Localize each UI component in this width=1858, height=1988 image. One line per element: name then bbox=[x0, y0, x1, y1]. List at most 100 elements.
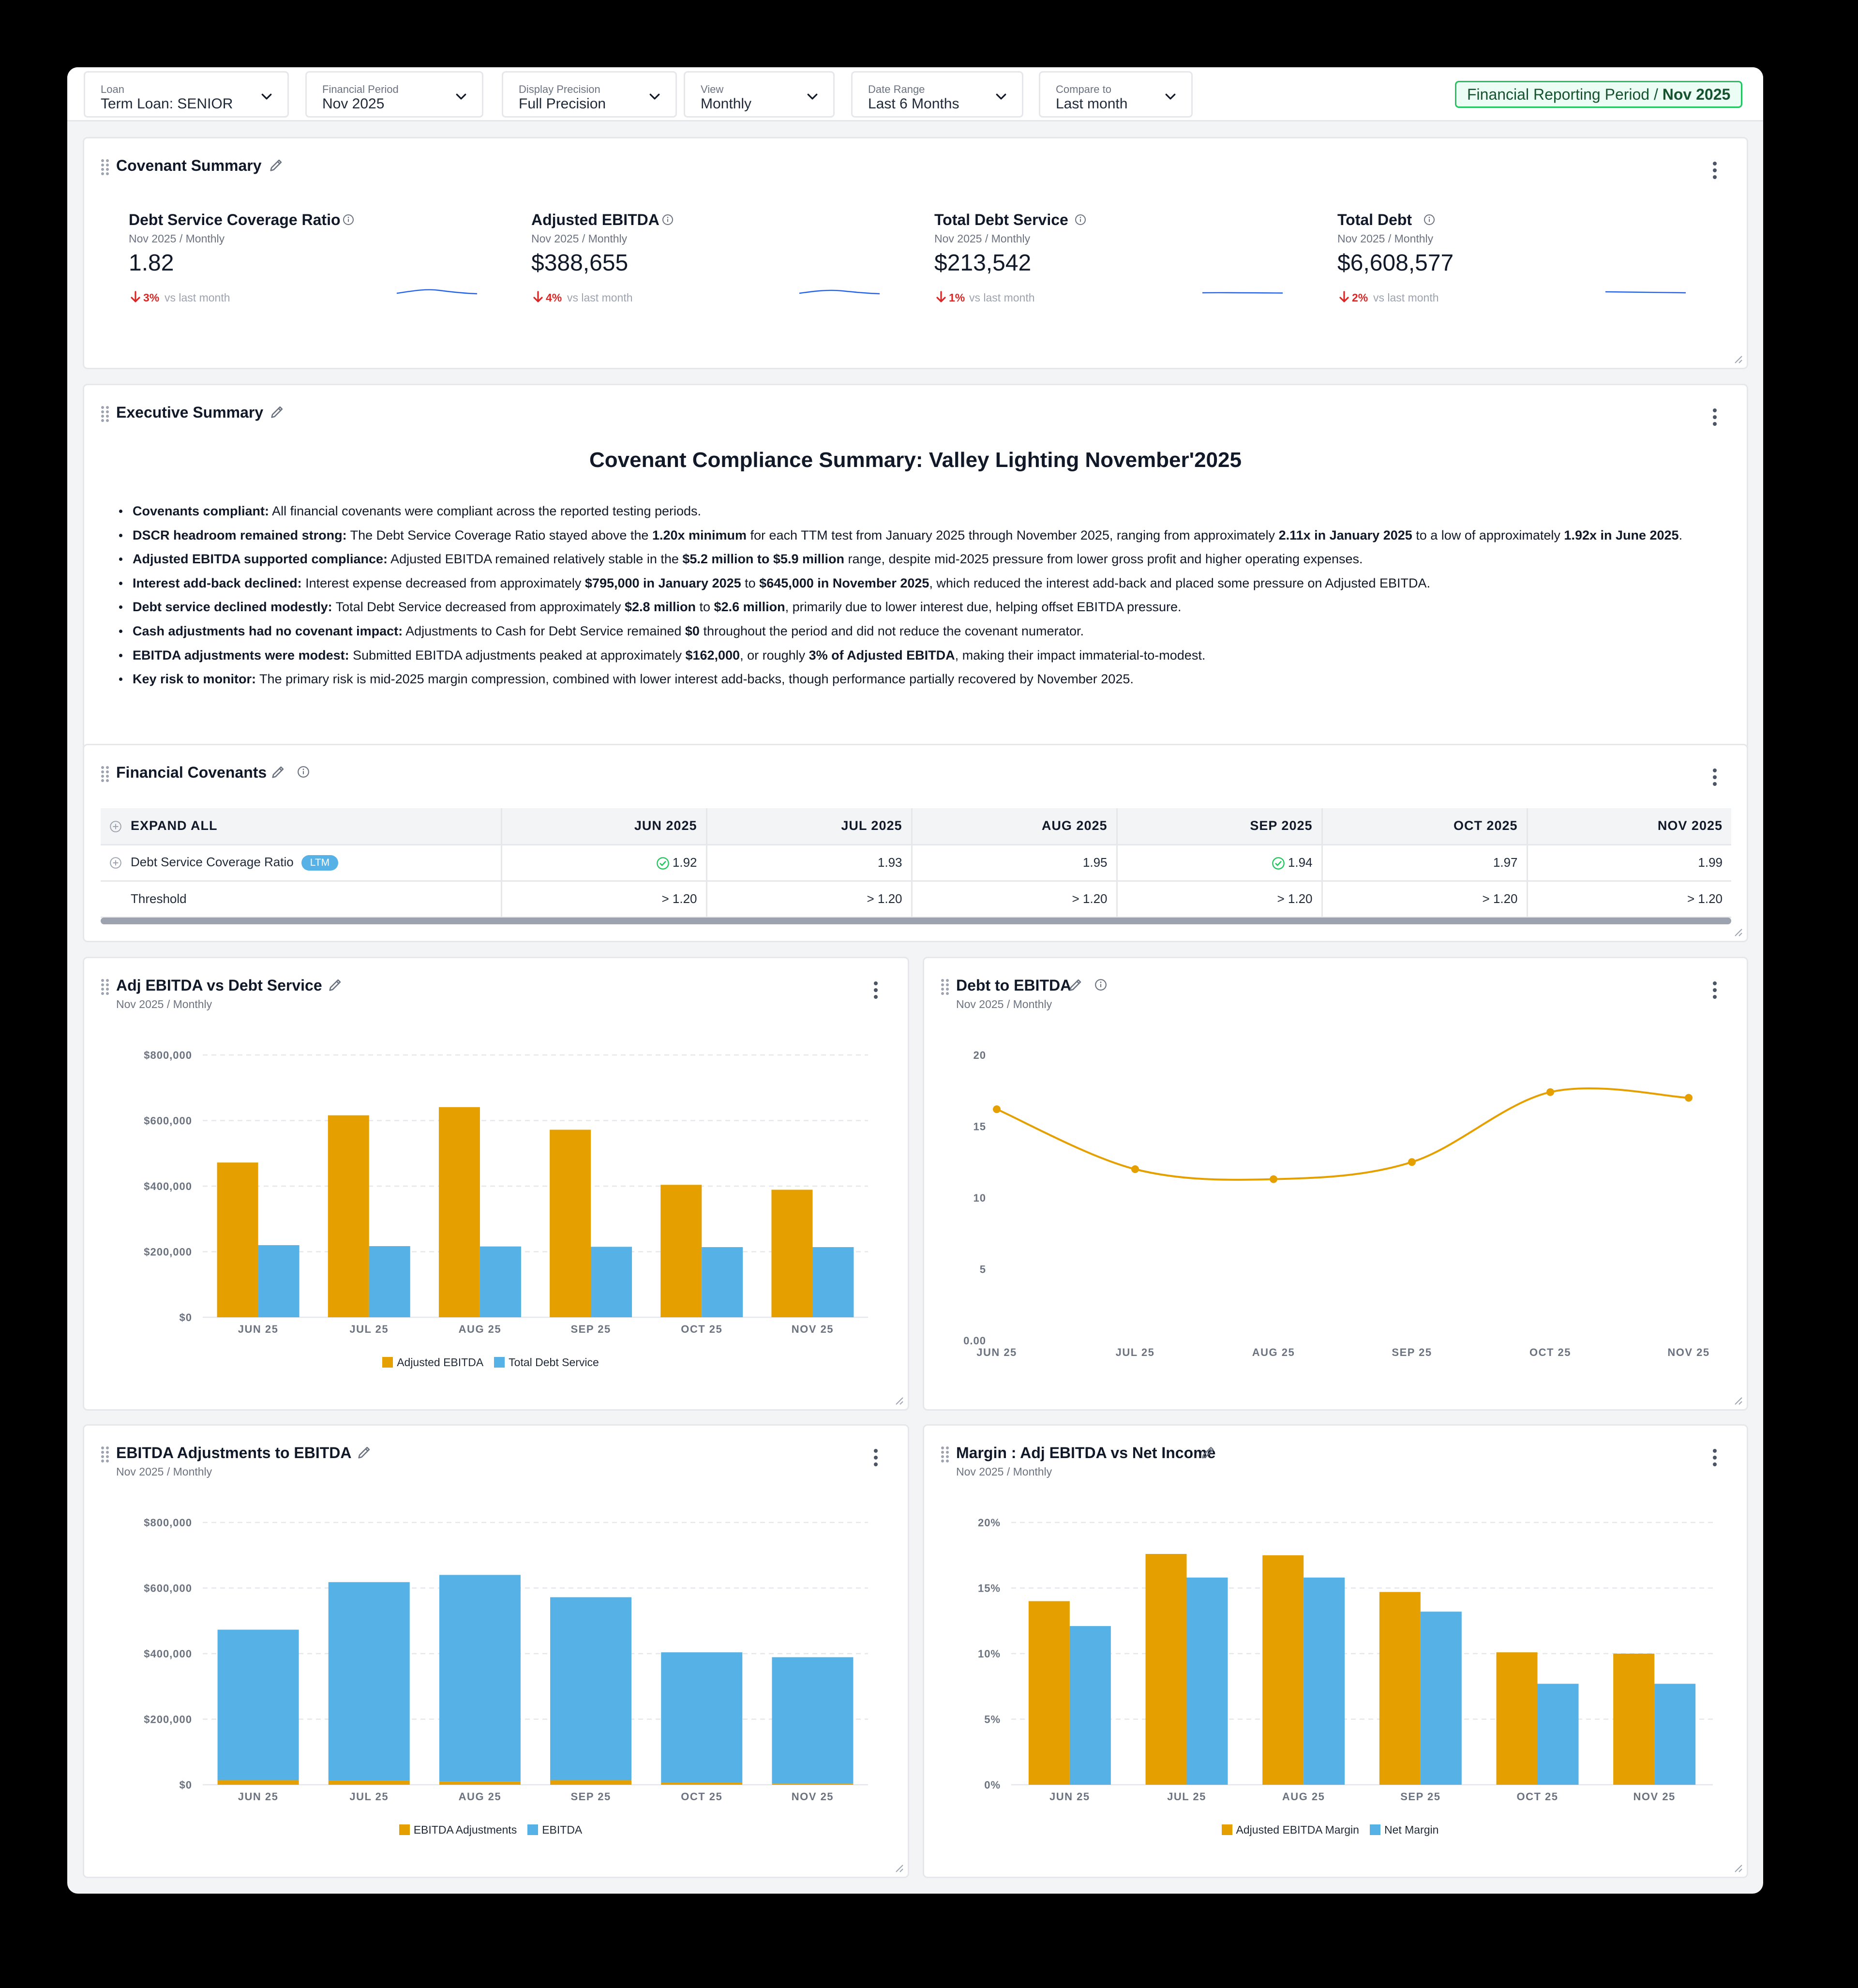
chevron-down-icon bbox=[1165, 93, 1176, 100]
row-label-cell[interactable]: Debt Service Coverage Ratio LTM bbox=[101, 844, 502, 882]
horizontal-scrollbar[interactable] bbox=[101, 918, 1731, 924]
cell-value: 1.94 bbox=[1288, 855, 1313, 870]
panel-subtitle: Nov 2025 / Monthly bbox=[956, 1465, 1052, 1478]
bullet-bold-text: $645,000 in November 2025 bbox=[759, 575, 929, 590]
arrow-down-icon bbox=[533, 291, 543, 302]
metric-name: Total Debt Service bbox=[934, 211, 1068, 228]
bar bbox=[369, 1246, 410, 1317]
bullet-text: for each TTM test from January 2025 thro… bbox=[747, 527, 1279, 542]
column-header[interactable]: NOV 2025 bbox=[1527, 808, 1731, 845]
column-header[interactable]: AUG 2025 bbox=[912, 808, 1118, 845]
x-tick-label: AUG 25 bbox=[1282, 1791, 1325, 1803]
legend-item[interactable]: EBITDA Adjustments bbox=[399, 1823, 517, 1836]
more-menu-icon[interactable] bbox=[873, 980, 879, 1000]
bar bbox=[1262, 1555, 1304, 1785]
edit-pencil-icon[interactable] bbox=[270, 764, 286, 780]
resize-handle-icon[interactable] bbox=[1731, 1861, 1743, 1873]
legend-item[interactable]: Total Debt Service bbox=[494, 1356, 599, 1369]
x-tick-label: OCT 25 bbox=[1516, 1791, 1558, 1803]
edit-pencil-icon[interactable] bbox=[268, 157, 285, 173]
resize-handle-icon[interactable] bbox=[892, 1861, 904, 1873]
table-cell: 1.93 bbox=[706, 844, 913, 882]
info-icon[interactable] bbox=[1075, 214, 1086, 226]
legend-swatch bbox=[1221, 1824, 1232, 1835]
financial-period-select[interactable]: Financial Period Nov 2025 bbox=[305, 71, 483, 118]
metric-card-dscr: Debt Service Coverage Ratio Nov 2025 / M… bbox=[129, 211, 516, 337]
drag-handle-icon[interactable] bbox=[941, 1446, 949, 1462]
edit-pencil-icon[interactable] bbox=[1200, 1444, 1216, 1461]
edit-pencil-icon[interactable] bbox=[1067, 977, 1084, 993]
date-range-select[interactable]: Date Range Last 6 Months bbox=[851, 71, 1023, 118]
column-header[interactable]: JUN 2025 bbox=[501, 808, 707, 845]
more-menu-icon[interactable] bbox=[1712, 161, 1718, 180]
y-tick-label: 5 bbox=[980, 1264, 986, 1276]
plus-circle-icon[interactable] bbox=[109, 857, 122, 869]
info-icon[interactable] bbox=[1094, 979, 1107, 991]
drag-handle-icon[interactable] bbox=[101, 159, 109, 175]
dashboard-window: Loan Term Loan: SENIOR Financial Period … bbox=[67, 67, 1763, 1894]
legend-item[interactable]: Adjusted EBITDA bbox=[382, 1356, 483, 1369]
panel-subtitle: Nov 2025 / Monthly bbox=[116, 1465, 212, 1478]
more-menu-icon[interactable] bbox=[1712, 407, 1718, 427]
drag-handle-icon[interactable] bbox=[101, 979, 109, 995]
table-cell: > 1.20 bbox=[1117, 881, 1323, 918]
edit-pencil-icon[interactable] bbox=[356, 1444, 373, 1461]
bar bbox=[439, 1781, 521, 1785]
drag-handle-icon[interactable] bbox=[941, 979, 949, 995]
expand-all-label: EXPAND ALL bbox=[131, 818, 218, 833]
summary-bullet: Covenants compliant: All financial coven… bbox=[119, 499, 1759, 524]
bar bbox=[1145, 1554, 1187, 1785]
resize-handle-icon[interactable] bbox=[1731, 1394, 1743, 1405]
more-menu-icon[interactable] bbox=[873, 1448, 879, 1467]
drag-handle-icon[interactable] bbox=[101, 406, 109, 422]
compare-to-select[interactable]: Compare to Last month bbox=[1039, 71, 1193, 118]
column-header[interactable]: SEP 2025 bbox=[1117, 808, 1323, 845]
panel-title: Adj EBITDA vs Debt Service bbox=[116, 977, 322, 994]
chevron-down-icon bbox=[261, 93, 272, 100]
display-precision-select[interactable]: Display Precision Full Precision bbox=[502, 71, 677, 118]
more-menu-icon[interactable] bbox=[1712, 1448, 1718, 1467]
info-icon[interactable] bbox=[662, 214, 674, 226]
summary-bullet: Debt service declined modestly: Total De… bbox=[119, 595, 1759, 619]
info-icon[interactable] bbox=[343, 214, 354, 226]
legend-item[interactable]: Adjusted EBITDA Margin bbox=[1221, 1823, 1359, 1836]
more-menu-icon[interactable] bbox=[1712, 980, 1718, 1000]
resize-handle-icon[interactable] bbox=[892, 1394, 904, 1405]
drag-handle-icon[interactable] bbox=[101, 766, 109, 782]
resize-handle-icon[interactable] bbox=[1731, 925, 1743, 937]
filter-value: Last month bbox=[1056, 96, 1128, 112]
legend-item[interactable]: Net Margin bbox=[1369, 1823, 1438, 1836]
info-icon[interactable] bbox=[1423, 214, 1435, 226]
column-header[interactable]: JUL 2025 bbox=[706, 808, 913, 845]
resize-handle-icon[interactable] bbox=[1731, 352, 1743, 364]
expand-all-button[interactable]: EXPAND ALL bbox=[101, 808, 502, 845]
legend-item[interactable]: EBITDA bbox=[527, 1823, 582, 1836]
info-icon[interactable] bbox=[297, 766, 310, 778]
chevron-down-icon bbox=[456, 93, 466, 100]
arrow-down-icon bbox=[131, 291, 140, 302]
bar bbox=[258, 1245, 300, 1317]
metric-change: 3% bbox=[143, 291, 160, 304]
edit-pencil-icon[interactable] bbox=[327, 977, 344, 993]
more-menu-icon[interactable] bbox=[1712, 768, 1718, 787]
y-tick-label: $400,000 bbox=[144, 1180, 192, 1192]
bar bbox=[479, 1246, 521, 1317]
table-cell: 1.92 bbox=[501, 844, 707, 882]
edit-pencil-icon[interactable] bbox=[269, 404, 285, 420]
loan-select[interactable]: Loan Term Loan: SENIOR bbox=[84, 71, 289, 118]
x-tick-label: AUG 25 bbox=[459, 1791, 501, 1803]
drag-handle-icon[interactable] bbox=[101, 1446, 109, 1462]
metric-name: Total Debt bbox=[1337, 211, 1412, 228]
panel-subtitle: Nov 2025 / Monthly bbox=[116, 998, 212, 1010]
bar bbox=[1028, 1601, 1070, 1785]
bar bbox=[438, 1107, 480, 1317]
covenant-summary-panel: Covenant Summary Debt Service Coverage R… bbox=[83, 137, 1748, 369]
bullet-text: . bbox=[1678, 527, 1683, 542]
covenants-table: EXPAND ALL JUN 2025 JUL 2025 AUG 2025 SE… bbox=[101, 808, 1731, 918]
view-select[interactable]: View Monthly bbox=[684, 71, 835, 118]
metric-value: $213,542 bbox=[934, 250, 1032, 276]
column-header[interactable]: OCT 2025 bbox=[1322, 808, 1528, 845]
bar bbox=[217, 1162, 258, 1317]
sparkline bbox=[799, 289, 880, 295]
bullet-text: , making their impact immaterial-to-mode… bbox=[955, 648, 1206, 663]
